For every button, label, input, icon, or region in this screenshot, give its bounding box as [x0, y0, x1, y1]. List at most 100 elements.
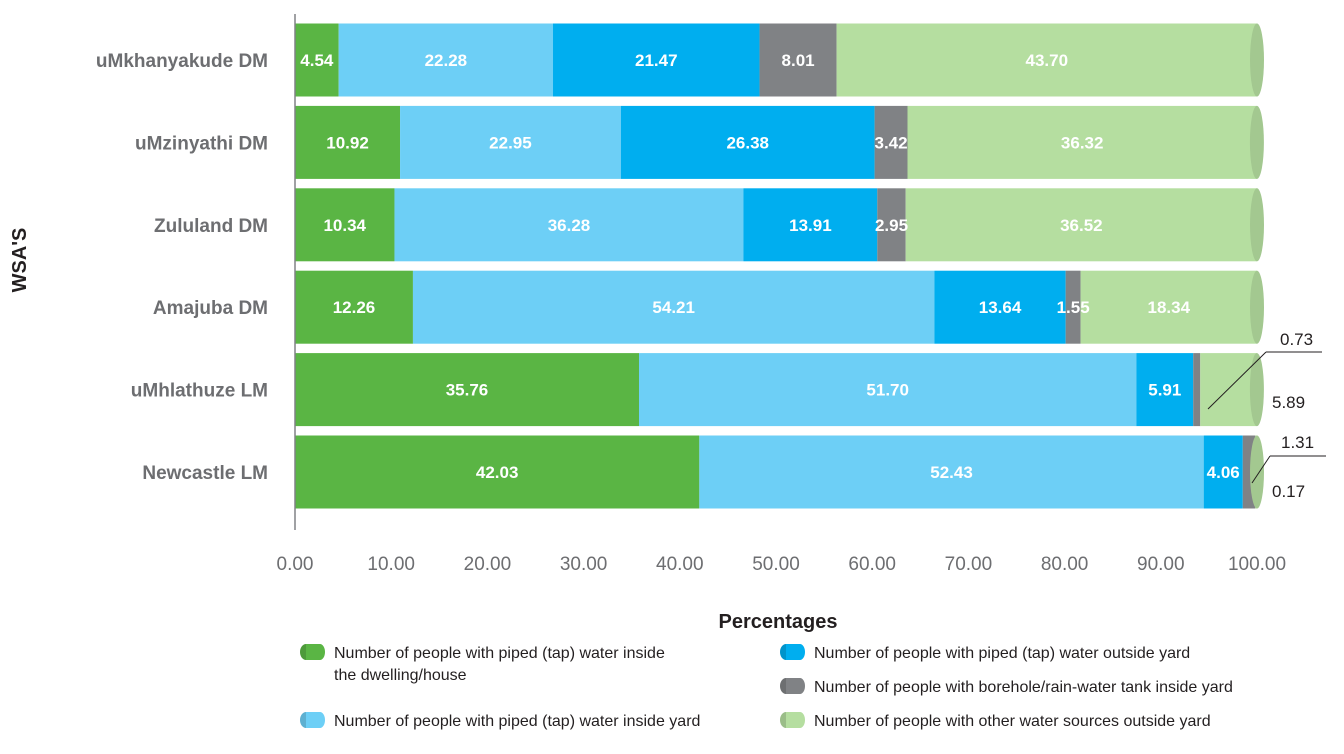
bar-segment [639, 353, 1137, 427]
x-tick-label: 70.00 [945, 554, 993, 575]
external-data-labels: 0.73 5.89 1.31 0.17 [1207, 330, 1326, 501]
data-label: 22.28 [425, 51, 468, 70]
bar-segment [295, 23, 339, 97]
bar-segment [412, 270, 935, 344]
legend-item: Number of people with piped (tap) water … [780, 644, 1190, 662]
category-labels: uMkhanyakude DM uMzinyathi DM Zululand DM A… [96, 51, 268, 484]
bar-segment [394, 188, 744, 262]
bar-segment [874, 105, 908, 179]
bar-segment [1200, 353, 1257, 427]
legend-label: Number of people with piped (tap) water … [334, 645, 665, 662]
legend-swatch-end [315, 644, 325, 660]
data-label: 4.06 [1207, 463, 1240, 482]
bar-segment [905, 188, 1257, 262]
data-labels: 4.54 22.28 21.47 8.01 43.70 10.92 22.95 26.38 3.… [300, 51, 1239, 482]
bar-end-cap [1250, 270, 1264, 344]
data-label: 22.95 [489, 133, 532, 152]
x-tick-label: 50.00 [752, 554, 800, 575]
bar-segment [1065, 270, 1081, 344]
data-label: 12.26 [333, 298, 376, 317]
data-label: 13.64 [979, 298, 1022, 317]
category-label: Newcastle LM [142, 463, 268, 484]
external-data-label: 0.73 [1280, 330, 1313, 349]
bar-segment [1203, 435, 1243, 509]
data-label: 5.91 [1148, 381, 1181, 400]
bar-segment [620, 105, 875, 179]
x-tick-label: 40.00 [656, 554, 704, 575]
leader-line [1251, 455, 1271, 484]
external-data-label: 0.17 [1272, 482, 1305, 501]
data-label: 21.47 [635, 51, 678, 70]
legend-item: Number of people with other water source… [780, 712, 1211, 730]
data-label: 42.03 [476, 463, 519, 482]
x-tick-label: 10.00 [367, 554, 415, 575]
data-label: 1.55 [1057, 298, 1090, 317]
bar-segment [553, 23, 760, 97]
bar-segment [295, 435, 700, 509]
data-label: 10.92 [326, 133, 369, 152]
data-label: 8.01 [782, 51, 815, 70]
x-tick-label: 60.00 [848, 554, 896, 575]
data-label: 52.43 [930, 463, 973, 482]
bar-end-cap [1249, 353, 1264, 427]
legend-label: Number of people with piped (tap) water … [334, 713, 700, 730]
bar-segment [295, 353, 640, 427]
bar-segment [907, 105, 1257, 179]
bar-segment [295, 105, 401, 179]
data-label: 35.76 [446, 381, 489, 400]
data-label: 18.34 [1148, 298, 1191, 317]
data-label: 4.54 [300, 51, 334, 70]
bar-segment [295, 270, 413, 344]
data-label: 51.70 [866, 381, 909, 400]
data-label: 2.95 [875, 216, 908, 235]
legend-item: Number of people with piped (tap) water … [300, 644, 665, 684]
legend-swatch-end [795, 712, 805, 728]
bar-segment [1193, 353, 1201, 427]
x-tick-labels: 0.00 10.00 20.00 30.00 40.00 50.00 60.00 70.00 8… [277, 554, 1287, 575]
category-label: Amajuba DM [153, 298, 268, 319]
bar-end-cap [1249, 105, 1264, 179]
category-label: uMhlathuze LM [131, 381, 268, 402]
category-label: Zululand DM [154, 216, 268, 237]
data-label: 10.34 [323, 216, 366, 235]
data-label: 54.21 [652, 298, 695, 317]
x-tick-label: 100.00 [1228, 554, 1286, 575]
x-tick-label: 20.00 [464, 554, 512, 575]
y-axis-title: WSA'S [9, 228, 31, 293]
legend-label: Number of people with borehole/rain-wate… [814, 679, 1233, 696]
bar-segment [934, 270, 1066, 344]
bars-layer [295, 23, 1264, 509]
bar-segment [1136, 353, 1194, 427]
data-label: 3.42 [875, 133, 908, 152]
bar-segment [699, 435, 1204, 509]
category-label: uMzinyathi DM [135, 133, 268, 154]
external-data-label: 5.89 [1272, 393, 1305, 412]
bar-end-cap [1250, 188, 1264, 262]
data-label: 36.52 [1060, 216, 1103, 235]
bar-segment [1080, 270, 1257, 344]
data-label: 36.28 [548, 216, 591, 235]
legend-swatch-end [795, 678, 805, 694]
legend-swatch-end [315, 712, 325, 728]
bar-segment [836, 23, 1257, 97]
data-label: 26.38 [726, 133, 769, 152]
bar-segment [759, 23, 837, 97]
leader-line [1207, 351, 1267, 410]
legend-item: Number of people with borehole/rain-wate… [780, 678, 1233, 696]
external-data-label: 1.31 [1281, 433, 1314, 452]
data-label: 13.91 [789, 216, 832, 235]
x-tick-label: 30.00 [560, 554, 608, 575]
bar-end-cap [1250, 435, 1264, 509]
bar-end-cap [1250, 23, 1264, 97]
data-label: 43.70 [1026, 51, 1069, 70]
bar-segment [338, 23, 554, 97]
x-tick-label: 80.00 [1041, 554, 1089, 575]
data-label: 36.32 [1061, 133, 1104, 152]
bar-segment [295, 188, 395, 262]
x-axis-title: Percentages [719, 611, 838, 633]
x-tick-label: 0.00 [277, 554, 314, 575]
legend-item: Number of people with piped (tap) water … [300, 712, 700, 730]
bar-segment [400, 105, 621, 179]
category-label: uMkhanyakude DM [96, 51, 268, 72]
